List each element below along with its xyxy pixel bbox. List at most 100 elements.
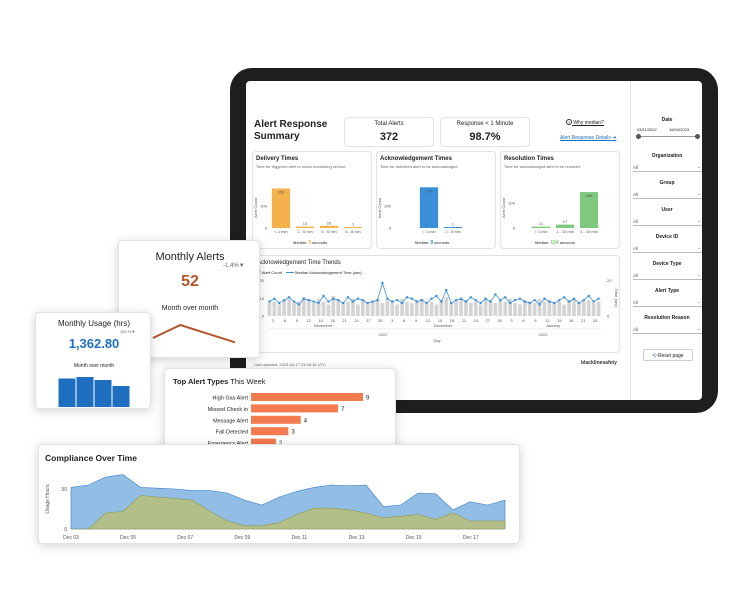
trend-bar: [459, 298, 463, 316]
filter-dropdown[interactable]: All ⌄: [633, 243, 702, 253]
dashboard-screen: Alert Response Summary Total Alerts 372 …: [246, 81, 702, 400]
trend-bar: [306, 300, 311, 316]
date-slider-handle-end[interactable]: [695, 134, 700, 139]
trend-point: [538, 303, 541, 306]
acknowledgement-trends-card: Acknowledgement Time Trends Alert Count …: [252, 255, 620, 353]
date-end[interactable]: 16/04/2023: [669, 127, 690, 132]
x-tick-label: 12: [545, 318, 550, 323]
trend-point: [528, 301, 531, 305]
trend-bar: [365, 303, 370, 316]
date-slider[interactable]: [637, 136, 699, 137]
trend-point: [494, 293, 497, 296]
kpi-response-rate: Response < 1 Minute 98.7%: [440, 117, 530, 147]
trend-bar: [547, 300, 552, 316]
area-series: [71, 495, 506, 530]
legend-line-swatch: [286, 272, 295, 274]
filter-dropdown[interactable]: All ⌄: [633, 270, 702, 280]
trend-point: [454, 298, 458, 302]
date-start[interactable]: 03/11/2022: [637, 127, 657, 132]
filter-dropdown[interactable]: All ⌄: [633, 162, 702, 172]
trend-bar: [596, 301, 601, 316]
monthly-usage-card: Monthly Usage (hrs) 100 %▼ 1,362.80 Mont…: [35, 312, 151, 409]
x-tick-label: 30: [497, 318, 502, 323]
why-median-link[interactable]: ? Why median?: [566, 119, 604, 126]
y-tick-label: 10: [260, 296, 265, 301]
year-label: 2023: [539, 332, 549, 337]
y2-tick-label: 0: [607, 314, 610, 319]
usage-bar: [58, 378, 76, 407]
filter-label: Device ID: [655, 234, 679, 240]
trend-point: [513, 298, 517, 302]
down-triangle-icon: ▼: [131, 329, 136, 334]
x-tick-label: 9: [534, 318, 537, 323]
x-tick-label: 5 - 6 min: [321, 229, 337, 234]
trend-bar: [292, 303, 296, 316]
brand-logo: blacklinesafety: [581, 360, 617, 366]
x-tick-label: 15: [557, 318, 562, 323]
reset-page-button[interactable]: ⟲ Reset page: [643, 349, 693, 361]
y-axis-label: Usage Hours: [45, 484, 51, 514]
chevron-down-icon: ⌄: [696, 326, 701, 332]
data-label: 1: [452, 222, 455, 227]
dashboard-title: Alert Response Summary: [254, 119, 328, 142]
monthly-alerts-sparkline: [152, 323, 236, 344]
trend-point: [317, 301, 320, 305]
delivery-times-card: Delivery Times Time for triggered alert …: [252, 151, 372, 249]
trend-bar: [297, 301, 301, 316]
filter-value: All: [633, 165, 639, 170]
usage-bar: [76, 377, 94, 407]
trend-point: [341, 301, 345, 305]
trend-bar: [444, 297, 449, 316]
resolution-times-chart: Alert Count 200 0 11 < 1 min 27 1 - 10 min 286 1…: [501, 192, 599, 234]
trend-point: [371, 300, 374, 303]
filter-dropdown[interactable]: All ⌄: [633, 216, 702, 226]
trend-bar: [321, 301, 326, 316]
filter-label: Organization: [651, 153, 683, 159]
resolution-times-card: Resolution Times Time for acknowledged a…: [500, 151, 620, 249]
x-tick-label: Dec 13: [349, 535, 365, 541]
trend-bar: [439, 300, 444, 316]
trend-point: [356, 297, 360, 300]
trend-bar: [557, 301, 562, 316]
trend-point: [400, 301, 404, 305]
trend-bar: [385, 300, 390, 316]
filter-value: All: [633, 192, 639, 197]
x-tick-label: 18: [330, 318, 335, 323]
trend-point: [391, 300, 394, 303]
trend-point: [366, 301, 369, 305]
trend-bar: [591, 303, 596, 316]
acknowledgement-median: Median: 9 seconds: [415, 240, 450, 246]
monthly-usage-value: 1,362.80: [68, 336, 120, 351]
alert-bar: [251, 427, 289, 436]
trend-point: [395, 298, 399, 302]
y-tick-label: 0: [389, 226, 392, 231]
trend-bar: [360, 300, 365, 316]
filter-dropdown[interactable]: All ⌄: [633, 189, 702, 199]
filter-panel: Date 03/11/2022 16/04/2023 Organization A…: [630, 81, 702, 400]
filter-dropdown[interactable]: All ⌄: [633, 297, 702, 307]
date-slider-handle-start[interactable]: [636, 134, 641, 139]
data-label: 11: [539, 221, 544, 226]
chevron-down-icon: ⌄: [696, 218, 701, 224]
trend-point: [287, 296, 291, 299]
trend-point: [386, 297, 389, 300]
trend-point: [435, 294, 438, 298]
trend-bar: [449, 303, 454, 316]
x-tick-label: 3: [391, 318, 394, 323]
bar: [579, 192, 599, 228]
trend-point: [278, 301, 281, 305]
x-tick-label: 18: [450, 318, 455, 323]
filter-dropdown[interactable]: All ⌄: [633, 324, 702, 334]
alert-response-details-link[interactable]: Alert Response Details ➔: [560, 135, 617, 141]
trend-point: [405, 296, 409, 299]
y-axis-label: Alert Count: [377, 197, 382, 218]
trend-bar: [414, 300, 419, 316]
trend-bar: [581, 301, 586, 316]
trend-bar: [311, 303, 316, 316]
delivery-median: Median: 5 seconds: [293, 240, 328, 246]
monthly-alerts-value: 52: [181, 273, 199, 290]
trend-bar: [478, 304, 483, 316]
trend-bar: [351, 298, 355, 316]
trend-point: [523, 300, 527, 303]
top-alert-types-title: Top Alert Types This Week: [173, 377, 266, 386]
